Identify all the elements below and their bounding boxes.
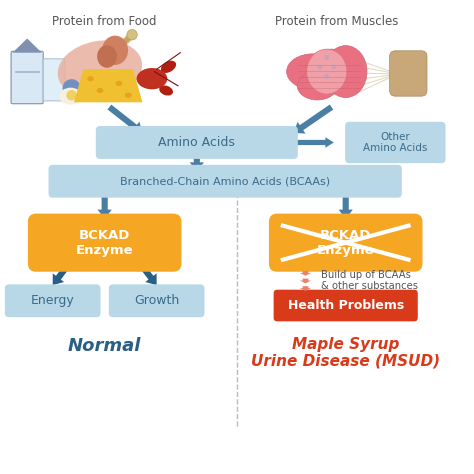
- Ellipse shape: [66, 90, 77, 100]
- Text: Protein from Food: Protein from Food: [53, 16, 157, 28]
- Ellipse shape: [159, 85, 173, 96]
- Ellipse shape: [137, 68, 167, 89]
- FancyBboxPatch shape: [11, 51, 43, 104]
- FancyArrow shape: [190, 155, 204, 172]
- Text: Health Problems: Health Problems: [288, 299, 404, 312]
- FancyBboxPatch shape: [345, 122, 446, 163]
- Ellipse shape: [102, 36, 128, 65]
- Text: Maple Syrup
Urine Disease (MSUD): Maple Syrup Urine Disease (MSUD): [251, 337, 440, 369]
- FancyArrow shape: [53, 262, 72, 285]
- Ellipse shape: [58, 40, 142, 98]
- Text: Energy: Energy: [31, 294, 74, 307]
- Polygon shape: [12, 38, 42, 53]
- Ellipse shape: [297, 72, 337, 100]
- Text: Build up of BCAAs
& other substances: Build up of BCAAs & other substances: [321, 270, 418, 292]
- FancyBboxPatch shape: [43, 59, 65, 101]
- FancyBboxPatch shape: [269, 214, 422, 272]
- FancyBboxPatch shape: [390, 51, 427, 96]
- Ellipse shape: [87, 76, 94, 81]
- Text: Branched-Chain Amino Acids (BCAAs): Branched-Chain Amino Acids (BCAAs): [120, 176, 330, 186]
- FancyArrow shape: [108, 105, 143, 133]
- Ellipse shape: [309, 64, 354, 94]
- Ellipse shape: [97, 88, 103, 93]
- Ellipse shape: [59, 88, 82, 105]
- Ellipse shape: [287, 54, 338, 89]
- Text: Growth: Growth: [134, 294, 179, 307]
- Ellipse shape: [324, 46, 367, 98]
- FancyBboxPatch shape: [28, 214, 182, 272]
- FancyBboxPatch shape: [109, 284, 204, 317]
- FancyArrow shape: [338, 193, 353, 219]
- Text: BCKAD
Enzyme: BCKAD Enzyme: [76, 228, 134, 257]
- Text: Normal: Normal: [68, 337, 141, 355]
- Ellipse shape: [318, 64, 322, 69]
- Ellipse shape: [161, 61, 176, 73]
- FancyArrow shape: [137, 262, 156, 285]
- Ellipse shape: [127, 29, 137, 40]
- FancyBboxPatch shape: [273, 290, 418, 321]
- Text: Protein from Muscles: Protein from Muscles: [274, 16, 398, 28]
- Polygon shape: [74, 69, 143, 102]
- FancyBboxPatch shape: [96, 126, 298, 159]
- Ellipse shape: [331, 64, 336, 69]
- Ellipse shape: [125, 92, 132, 98]
- Ellipse shape: [307, 49, 347, 94]
- Ellipse shape: [324, 74, 329, 79]
- FancyArrow shape: [300, 286, 311, 291]
- Ellipse shape: [63, 79, 81, 97]
- Text: Amino Acids: Amino Acids: [158, 136, 235, 149]
- Ellipse shape: [324, 55, 329, 60]
- FancyArrow shape: [296, 137, 334, 148]
- FancyBboxPatch shape: [5, 284, 100, 317]
- FancyArrow shape: [98, 193, 112, 219]
- FancyArrow shape: [300, 271, 311, 276]
- FancyArrow shape: [300, 279, 311, 283]
- Ellipse shape: [97, 45, 117, 68]
- Ellipse shape: [116, 81, 122, 86]
- FancyBboxPatch shape: [48, 165, 402, 198]
- Text: BCKAD
Enzyme: BCKAD Enzyme: [317, 228, 374, 257]
- FancyArrow shape: [294, 104, 333, 134]
- Text: Other
Amino Acids: Other Amino Acids: [363, 132, 428, 153]
- Ellipse shape: [309, 49, 354, 80]
